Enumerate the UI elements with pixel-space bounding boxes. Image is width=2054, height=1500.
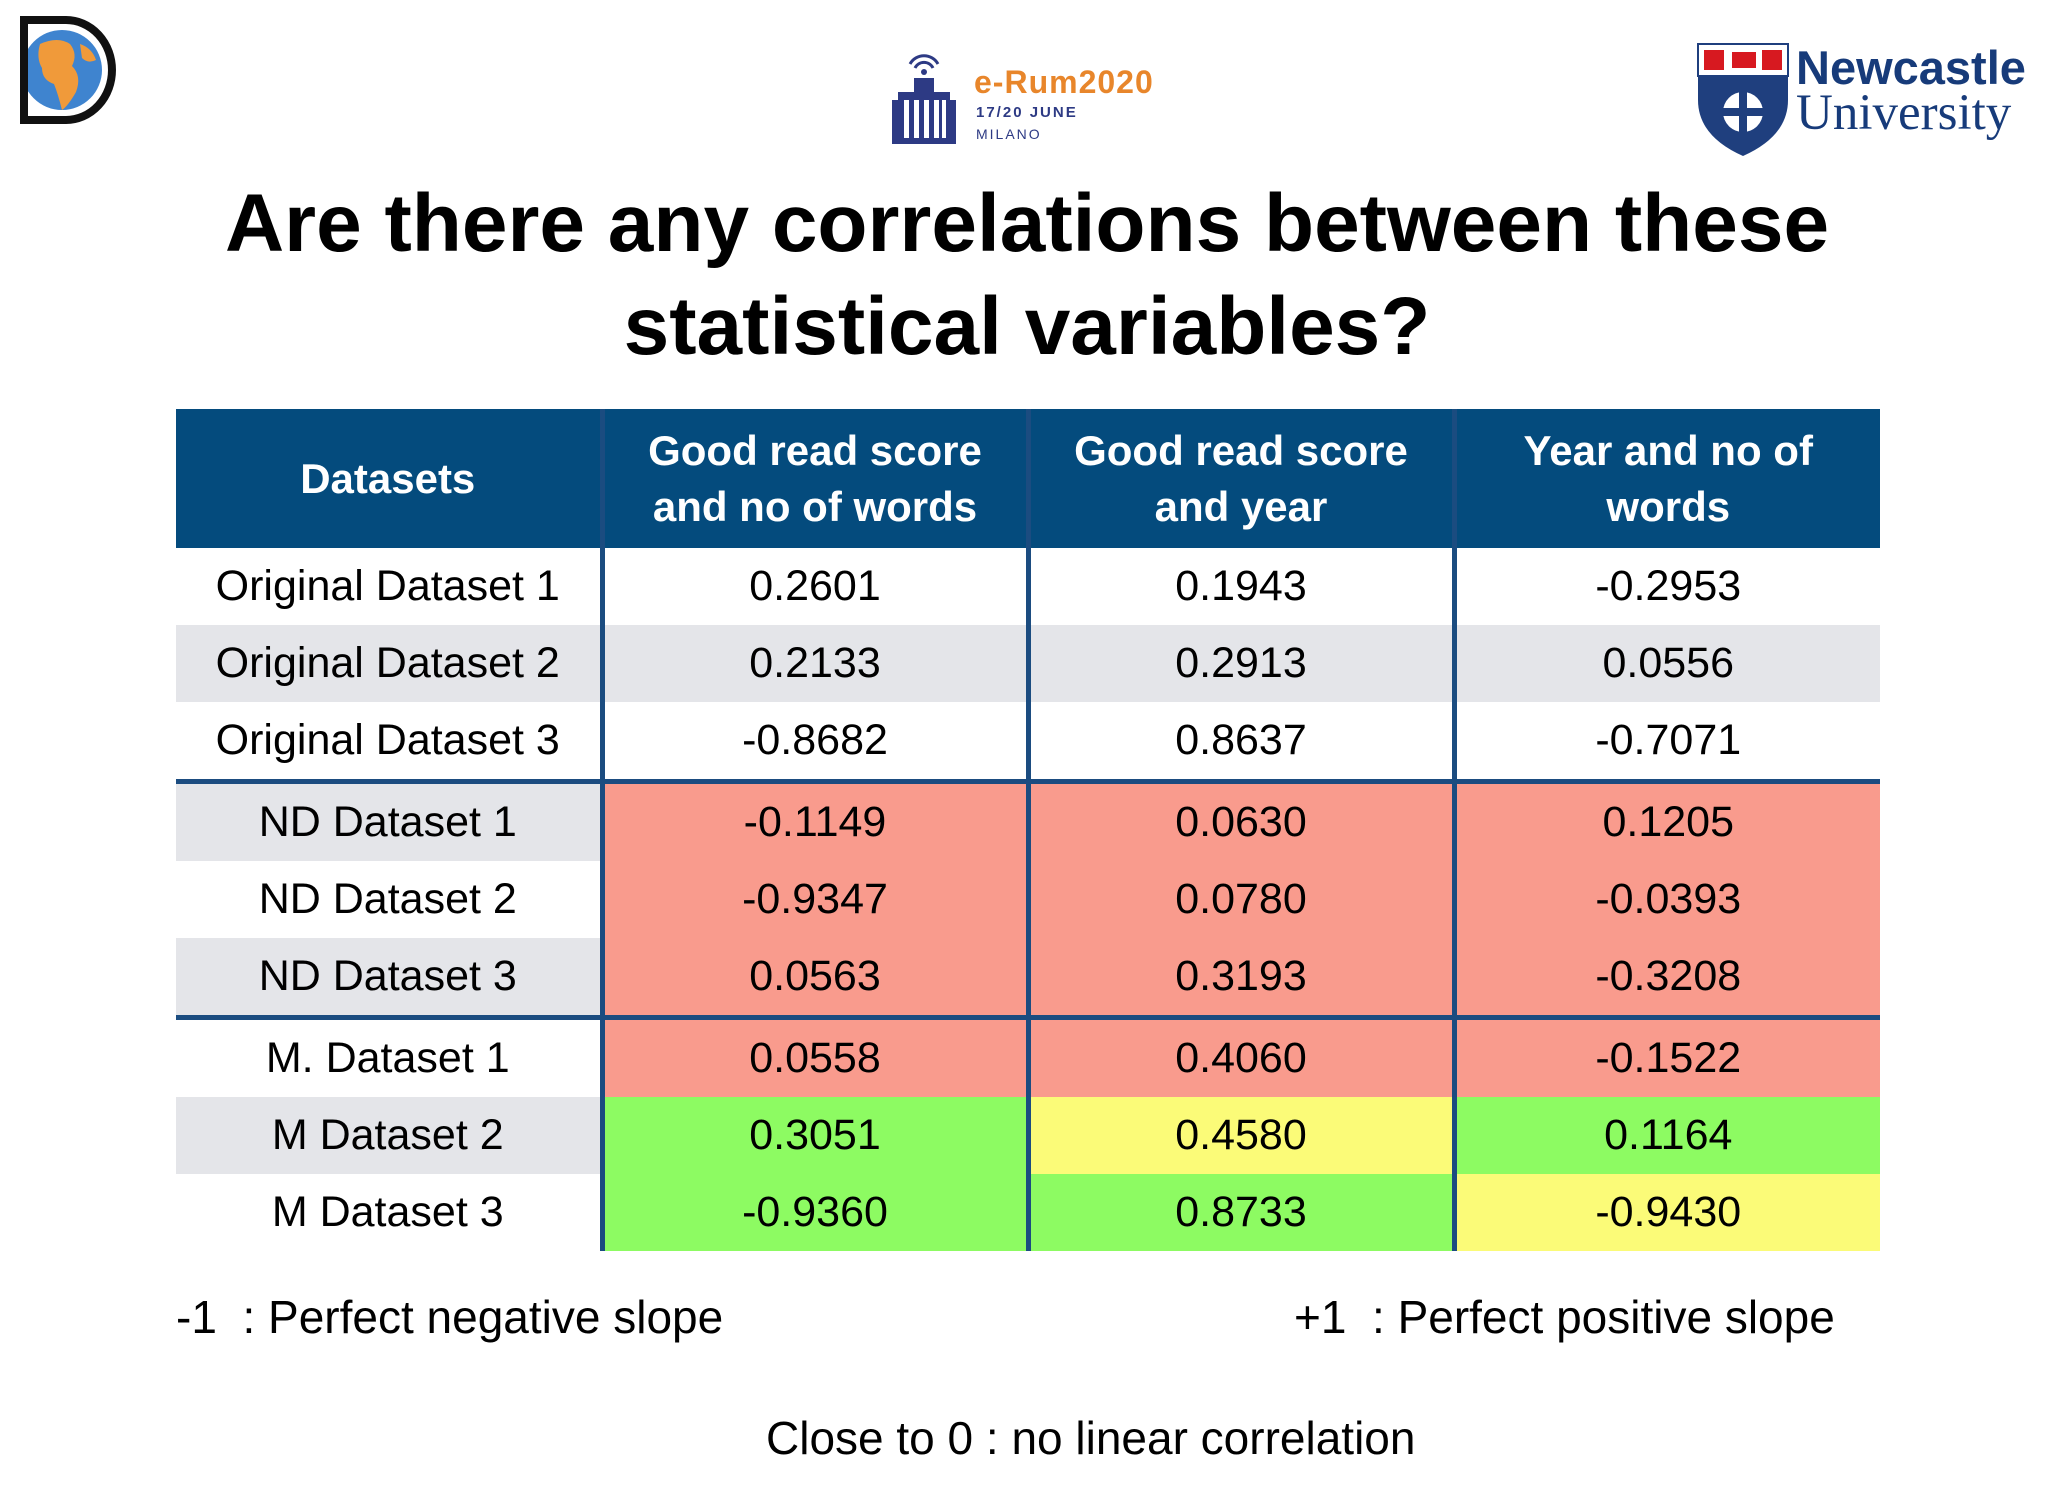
row-label: M Dataset 3	[176, 1174, 602, 1251]
cell-value: 0.4580	[1025, 1097, 1454, 1174]
cell-value: 0.2133	[599, 625, 1028, 702]
table-row: M. Dataset 1 0.0558 0.4060 -0.1522	[176, 1015, 1880, 1097]
cell-value: -0.9430	[1451, 1174, 1880, 1251]
row-label: ND Dataset 3	[176, 938, 602, 1018]
cell-value: 0.0780	[1025, 861, 1454, 938]
table-header-row: Datasets Good read score and no of words…	[176, 409, 1880, 548]
d-globe-logo	[18, 14, 118, 126]
legend-negative: -1 : Perfect negative slope	[176, 1291, 724, 1343]
table-row: M Dataset 2 0.3051 0.4580 0.1164	[176, 1097, 1880, 1174]
cell-value: 0.3193	[1025, 938, 1454, 1018]
cell-value: 0.1164	[1451, 1097, 1880, 1174]
cell-value: 0.3051	[599, 1097, 1028, 1174]
row-label: Original Dataset 2	[176, 625, 602, 702]
header-year-words: Year and no of words	[1451, 409, 1880, 548]
table-row: Original Dataset 1 0.2601 0.1943 -0.2953	[176, 548, 1880, 625]
table-row: ND Dataset 2 -0.9347 0.0780 -0.0393	[176, 861, 1880, 938]
table-row: M Dataset 3 -0.9360 0.8733 -0.9430	[176, 1174, 1880, 1251]
cell-value: 0.2913	[1025, 625, 1454, 702]
row-label: ND Dataset 1	[176, 779, 602, 861]
cell-value: 0.1943	[1025, 548, 1454, 625]
cell-value: 0.0563	[599, 938, 1028, 1018]
cell-value: -0.0393	[1451, 861, 1880, 938]
cell-value: 0.8637	[1025, 702, 1454, 782]
legend-positive: +1 : Perfect positive slope	[1294, 1291, 1835, 1343]
cell-value: -0.1522	[1451, 1015, 1880, 1097]
cell-value: -0.2953	[1451, 548, 1880, 625]
erum-date: 17/20 JUNE	[976, 104, 1078, 121]
row-label: M Dataset 2	[176, 1097, 602, 1174]
page-title: Are there any correlations between these…	[224, 178, 1830, 372]
cell-value: 0.8733	[1025, 1174, 1454, 1251]
header-datasets: Datasets	[176, 409, 602, 548]
row-label: ND Dataset 2	[176, 861, 602, 938]
cell-value: 0.2601	[599, 548, 1028, 625]
ncl-name: Newcastle	[1796, 41, 2026, 94]
cell-value: -0.1149	[599, 779, 1028, 861]
erum-logo: e-Rum2020 17/20 JUNE MILANO	[884, 50, 1204, 150]
header-score-words: Good read score and no of words	[599, 409, 1028, 548]
erum-name: e-Rum2020	[974, 64, 1154, 100]
row-label: M. Dataset 1	[176, 1015, 602, 1097]
header-score-year: Good read score and year	[1025, 409, 1454, 548]
cell-value: 0.0558	[599, 1015, 1028, 1097]
row-label: Original Dataset 3	[176, 702, 602, 782]
cell-value: -0.8682	[599, 702, 1028, 782]
table-row: Original Dataset 2 0.2133 0.2913 0.0556	[176, 625, 1880, 702]
row-label: Original Dataset 1	[176, 548, 602, 625]
table-row: Original Dataset 3 -0.8682 0.8637 -0.707…	[176, 702, 1880, 782]
table-row: ND Dataset 1 -0.1149 0.0630 0.1205	[176, 779, 1880, 861]
cell-value: 0.0556	[1451, 625, 1880, 702]
ncl-university: University	[1796, 85, 2012, 141]
cell-value: -0.9360	[599, 1174, 1028, 1251]
cell-value: -0.3208	[1451, 938, 1880, 1018]
correlation-table: Datasets Good read score and no of words…	[176, 409, 1880, 1251]
cell-value: 0.1205	[1451, 779, 1880, 861]
cathedral-icon	[892, 54, 956, 144]
crest-icon	[1697, 43, 1789, 156]
legend-zero: Close to 0 : no linear correlation	[766, 1412, 1416, 1464]
cell-value: -0.9347	[599, 861, 1028, 938]
cell-value: 0.0630	[1025, 779, 1454, 861]
table-row: ND Dataset 3 0.0563 0.3193 -0.3208	[176, 938, 1880, 1018]
cell-value: -0.7071	[1451, 702, 1880, 782]
cell-value: 0.4060	[1025, 1015, 1454, 1097]
erum-city: MILANO	[976, 126, 1042, 142]
newcastle-university-logo: Newcastle University	[1694, 40, 2044, 160]
